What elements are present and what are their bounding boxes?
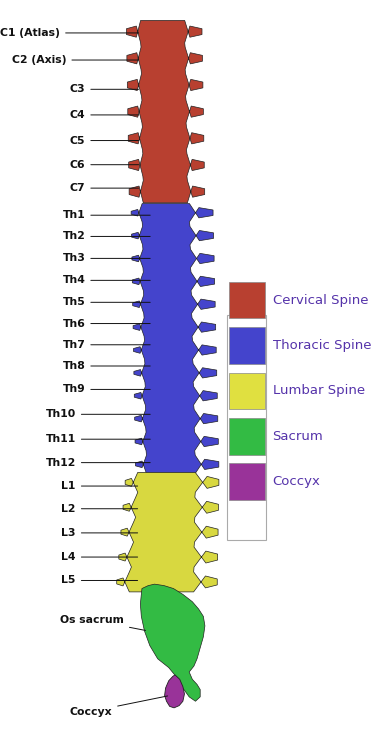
Text: L3: L3 (61, 528, 138, 538)
Polygon shape (126, 20, 205, 203)
Text: Cervical Spine: Cervical Spine (273, 294, 368, 307)
Text: Th12: Th12 (45, 458, 150, 468)
Text: Th7: Th7 (62, 340, 150, 350)
FancyBboxPatch shape (229, 282, 265, 318)
Text: L1: L1 (62, 481, 138, 491)
Text: Coccyx: Coccyx (70, 696, 167, 717)
Text: C3: C3 (70, 84, 139, 94)
FancyBboxPatch shape (229, 327, 265, 364)
Polygon shape (131, 203, 219, 474)
Text: Th10: Th10 (46, 409, 150, 419)
Text: L4: L4 (61, 552, 138, 562)
Text: C5: C5 (70, 135, 139, 146)
FancyBboxPatch shape (229, 463, 265, 500)
Text: C1 (Atlas): C1 (Atlas) (0, 28, 139, 38)
Text: C2 (Axis): C2 (Axis) (12, 55, 139, 65)
Text: Sacrum: Sacrum (273, 430, 323, 443)
Text: C7: C7 (70, 183, 139, 193)
Text: Os sacrum: Os sacrum (60, 615, 146, 630)
Text: Thoracic Spine: Thoracic Spine (273, 339, 371, 352)
Text: Th8: Th8 (62, 361, 150, 371)
Text: Coccyx: Coccyx (273, 475, 321, 488)
Text: Th4: Th4 (62, 275, 150, 285)
Text: Th1: Th1 (62, 210, 150, 220)
Polygon shape (140, 584, 205, 701)
Text: Th3: Th3 (62, 253, 150, 264)
FancyBboxPatch shape (229, 418, 265, 455)
Text: Th2: Th2 (62, 231, 150, 242)
Text: Th6: Th6 (62, 318, 150, 329)
Polygon shape (117, 472, 219, 592)
Text: L2: L2 (61, 504, 138, 514)
Text: Th11: Th11 (46, 434, 150, 444)
Text: Th5: Th5 (62, 297, 150, 307)
FancyBboxPatch shape (229, 373, 265, 409)
Text: L5: L5 (62, 575, 138, 586)
Text: Th9: Th9 (62, 384, 150, 395)
Text: Lumbar Spine: Lumbar Spine (273, 384, 365, 397)
Text: C6: C6 (70, 160, 139, 170)
Text: C4: C4 (70, 110, 139, 120)
Polygon shape (164, 675, 184, 708)
